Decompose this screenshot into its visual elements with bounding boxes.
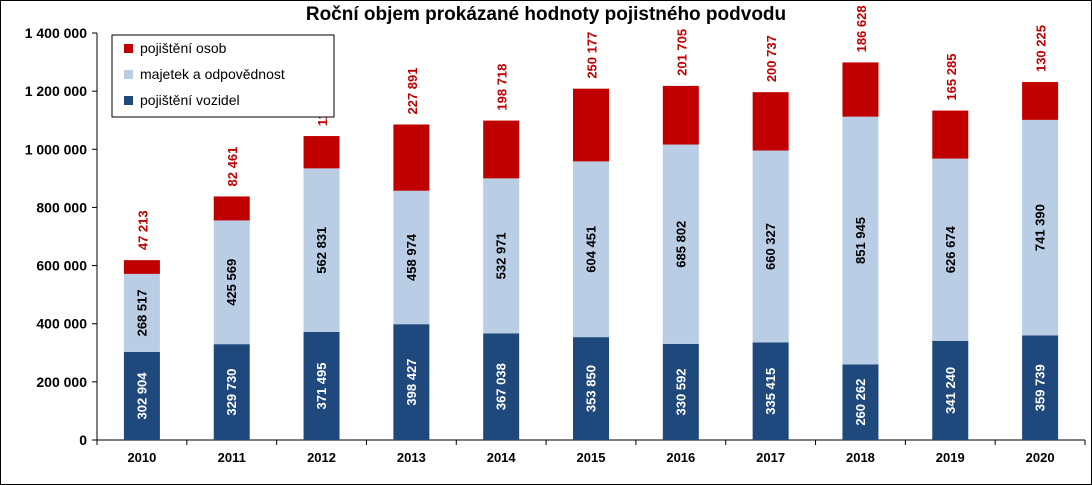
bar-segment (393, 324, 430, 440)
y-tick-label: 400 000 (36, 316, 87, 332)
data-label: 371 495 (314, 363, 329, 410)
y-tick-label: 600 000 (36, 258, 87, 274)
bar-segment (662, 343, 699, 440)
data-label: 329 730 (224, 369, 239, 416)
bar-segment (842, 116, 879, 365)
bar-segment (393, 124, 430, 191)
legend-swatch (124, 96, 133, 105)
bar-segment (932, 340, 969, 440)
x-tick-label: 2014 (487, 450, 517, 465)
legend-label: majetek a odpovědnost (140, 66, 285, 82)
bar-segment (573, 337, 609, 440)
bar-segment (303, 136, 340, 169)
bar-segment (1022, 82, 1059, 120)
y-tick-label: 1 000 000 (25, 141, 87, 157)
data-label: 130 225 (1034, 25, 1049, 72)
bar-segment (213, 344, 250, 440)
data-label: 741 390 (1033, 204, 1048, 251)
x-tick-label: 2017 (756, 450, 785, 465)
bar-segment (123, 351, 160, 440)
bar-segment (662, 85, 699, 145)
data-label: 250 177 (585, 32, 600, 79)
data-label: 330 592 (673, 368, 688, 415)
bar-segment (752, 342, 789, 440)
bar-segment (932, 110, 969, 159)
legend-swatch (124, 44, 133, 53)
y-tick-label: 1 200 000 (25, 83, 87, 99)
data-label: 353 850 (584, 365, 599, 412)
bar-segment (483, 178, 520, 334)
data-label: 201 705 (674, 29, 689, 76)
bar-segment (303, 332, 340, 440)
bar-segment (123, 260, 160, 274)
data-label: 335 415 (763, 368, 778, 415)
bar-segment (1022, 335, 1059, 440)
data-label: 198 718 (495, 64, 510, 111)
legend-swatch (124, 70, 133, 79)
data-label: 302 904 (134, 372, 149, 420)
x-tick-label: 2012 (307, 450, 336, 465)
y-tick-label: 0 (79, 432, 87, 448)
bar-segment (483, 333, 520, 440)
bar-segment (662, 144, 699, 344)
y-tick-label: 800 000 (36, 199, 87, 215)
x-tick-label: 2020 (1026, 450, 1055, 465)
data-label: 359 739 (1033, 364, 1048, 411)
data-label: 626 674 (943, 225, 958, 273)
data-label: 341 240 (943, 367, 958, 414)
data-label: 47 213 (135, 210, 150, 250)
bar-segment (752, 150, 789, 343)
y-tick-label: 1 400 000 (25, 25, 87, 41)
data-label: 425 569 (224, 259, 239, 306)
data-label: 186 628 (854, 5, 869, 52)
bar-segment (483, 120, 520, 179)
data-label: 165 285 (944, 54, 959, 101)
bar-segment (573, 161, 609, 338)
data-label: 260 262 (853, 379, 868, 426)
y-tick-label: 200 000 (36, 374, 87, 390)
data-label: 532 971 (494, 232, 509, 279)
data-label: 227 891 (405, 67, 420, 114)
x-tick-label: 2011 (218, 450, 246, 465)
x-tick-label: 2019 (936, 450, 965, 465)
x-tick-label: 2018 (846, 450, 875, 465)
bar-segment (842, 62, 879, 117)
data-label: 685 802 (673, 221, 688, 268)
data-label: 398 427 (404, 359, 419, 406)
x-tick-label: 2015 (577, 450, 606, 465)
bar-segment (1022, 119, 1059, 336)
bar-segment (303, 168, 340, 333)
data-label: 604 451 (584, 226, 599, 273)
data-label: 82 461 (225, 147, 240, 187)
legend-box (111, 34, 335, 118)
data-label: 268 517 (134, 289, 149, 336)
data-label: 562 831 (314, 227, 329, 274)
bar-segment (213, 196, 250, 221)
bar-segment (123, 273, 160, 352)
bar-segment (393, 190, 430, 325)
x-tick-label: 2013 (397, 450, 426, 465)
data-label: 851 945 (853, 217, 868, 264)
bar-segment (752, 92, 789, 151)
x-tick-label: 2010 (127, 450, 156, 465)
data-label: 200 737 (764, 35, 779, 82)
data-label: 660 327 (763, 223, 778, 270)
x-tick-label: 2016 (666, 450, 695, 465)
legend-label: pojištění osob (140, 40, 227, 56)
bar-segment (932, 158, 969, 341)
bar-segment (573, 88, 609, 162)
data-label: 367 038 (494, 363, 509, 410)
legend-label: pojištění vozidel (140, 92, 240, 108)
chart-title: Roční objem prokázané hodnoty pojistného… (305, 4, 787, 25)
bar-segment (213, 220, 250, 345)
data-label: 458 974 (404, 233, 419, 281)
bar-segment (842, 364, 879, 440)
